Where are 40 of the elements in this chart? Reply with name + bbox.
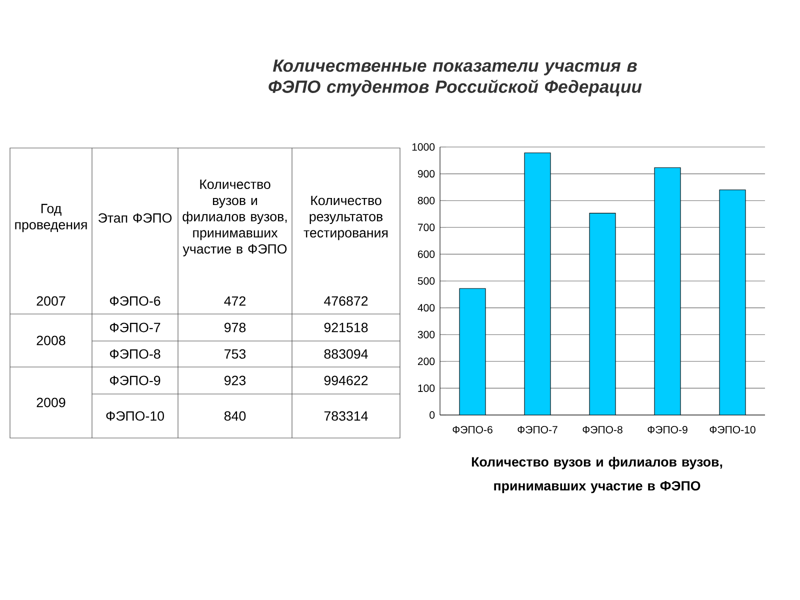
text: 978 <box>224 322 246 332</box>
text: 2008 <box>36 336 66 346</box>
y-tick-label: 900 <box>418 170 435 178</box>
x-tick-label: ФЭПО-9 <box>648 426 688 434</box>
text: Количество результатов тестирования <box>304 196 388 240</box>
category-label: ФЭПО-6 <box>110 296 160 306</box>
x-axis-title: Количество вузов и филиалов вузов, принимавших участие в ФЭПО <box>472 456 722 494</box>
category-label: ФЭПО-9 <box>110 376 160 386</box>
y-tick-label: 700 <box>418 224 435 232</box>
text: 994622 <box>324 376 368 386</box>
category-label: ФЭПО-7 <box>110 322 160 332</box>
y-tick-label: 800 <box>418 196 435 204</box>
text: 883094 <box>324 349 368 359</box>
category-label: ФЭПО-8 <box>110 349 160 359</box>
y-tick-label: 300 <box>418 330 435 338</box>
text: Количество вузов и филиалов вузов, принимавших участие в ФЭПО <box>182 180 287 256</box>
x-tick-label: ФЭПО-7 <box>518 426 558 434</box>
text: 840 <box>224 411 246 421</box>
x-tick-label: ФЭПО-10 <box>710 426 756 434</box>
y-tick-label: 1000 <box>412 143 435 151</box>
text: 2009 <box>36 398 66 408</box>
y-tick-label: 100 <box>418 384 435 392</box>
y-tick-label: 200 <box>418 358 435 366</box>
text: 2007 <box>36 296 66 306</box>
y-tick-label: 400 <box>418 304 435 312</box>
chart-title: Количественные показатели участия в ФЭПО студентов Российской Федерации <box>268 60 642 96</box>
y-tick-label: 500 <box>418 277 435 285</box>
text: 472 <box>224 296 246 306</box>
y-tick-label: 600 <box>418 250 435 258</box>
text: 783314 <box>324 411 368 421</box>
x-tick-label: ФЭПО-6 <box>452 426 492 434</box>
text: 476872 <box>324 296 368 306</box>
text: Год проведения <box>15 204 87 232</box>
text: 923 <box>224 376 246 386</box>
y-tick-label: 0 <box>430 411 435 419</box>
text: 753 <box>224 349 246 359</box>
x-tick-label: ФЭПО-8 <box>582 426 622 434</box>
category-label: ФЭПО-10 <box>106 411 164 421</box>
text: Этап ФЭПО <box>98 213 172 223</box>
text: 921518 <box>324 322 368 332</box>
